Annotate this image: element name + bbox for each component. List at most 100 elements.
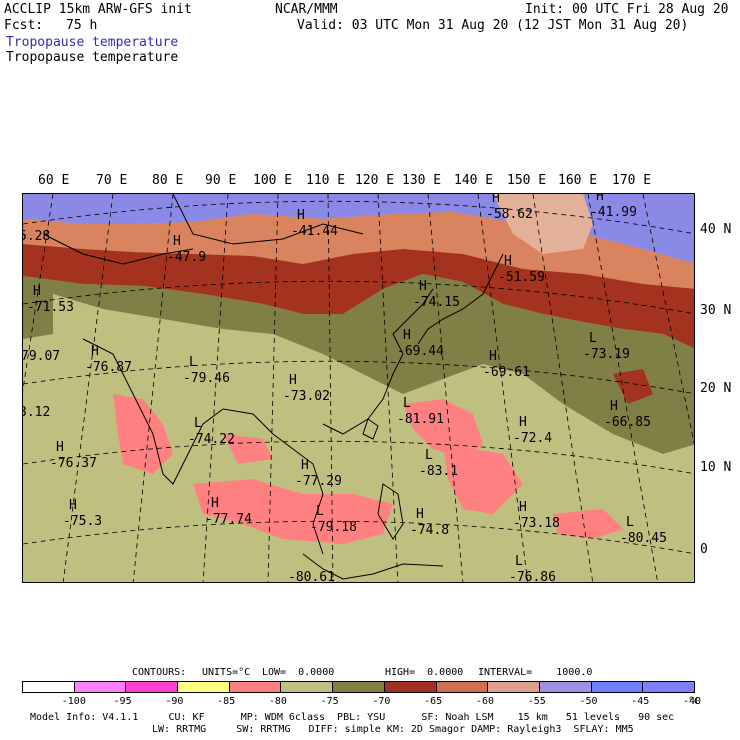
low-marker: L [194,416,202,431]
colorbar-unit: °C [688,696,701,707]
pressure-value: -80.61 [288,570,335,583]
pink-patch-pacific [553,509,623,539]
colorbar-swatch [178,682,230,692]
pressure-value: -75.3 [63,514,103,529]
pressure-value: -74.15 [413,295,460,310]
colorbar-tick: -60 [475,696,494,707]
pressure-value: -41.44 [291,224,338,239]
pressure-value: -73.19 [583,347,630,362]
colorbar-tick: -75 [320,696,339,707]
lat-label: 20 N [700,381,732,396]
org-label: NCAR/MMM [275,2,338,17]
high-marker: H [91,344,99,359]
high-marker: H [504,254,512,269]
colorbar-swatch [436,682,489,692]
lon-label: 150 E [507,173,547,188]
map-field-svg [23,194,694,582]
pressure-value: -74.22 [188,432,235,447]
high-marker: H [403,328,411,343]
pink-patch-east [443,444,523,514]
olive-band [23,274,694,454]
colorbar-swatch [229,682,282,692]
high-marker: H [211,496,219,511]
high-marker: H [33,284,41,299]
high-marker: H [301,458,309,473]
pink-patch-typhoon [403,399,483,459]
lon-label: 90 E [205,173,237,188]
lon-label: 170 E [612,173,652,188]
high-marker: H [297,208,305,223]
colorbar-tick: -55 [527,696,546,707]
contours-high: HIGH= 0.0000 [385,667,464,678]
lat-label: 10 N [700,460,732,475]
contours-label: CONTOURS: [132,667,187,678]
contours-units: UNITS=°C [202,667,251,678]
colorbar-swatch [333,682,385,692]
pressure-value: 3.12 [22,405,51,420]
colorbar-swatch [74,682,127,692]
field-title-1: Tropopause temperature [6,35,179,50]
coastlines [42,194,504,580]
pressure-value: -79.18 [310,520,357,535]
contours-interval: INTERVAL= 1000.0 [478,667,593,678]
high-marker: H [289,373,297,388]
footer-line-2: LW: RRTMG SW: RRTMG DIFF: simple KM: 2D … [152,724,634,735]
pink-patch-south [193,479,393,544]
colorbar-swatch [126,682,179,692]
low-marker: L [189,355,197,370]
high-marker: H [416,507,424,522]
pressure-value: -51.59 [498,270,545,285]
low-marker: L [403,396,411,411]
colorbar-swatch [539,682,592,692]
olive-west [23,292,53,339]
pressure-value: -76.37 [50,456,97,471]
high-marker: H [492,193,500,206]
pressure-value: -77.29 [295,474,342,489]
field-title-2: Tropopause temperature [6,50,179,65]
low-marker: L [316,504,324,519]
lat-label: 0 [700,542,708,557]
pressure-value: -69.61 [483,365,530,380]
lon-label: 100 E [253,173,293,188]
light-salmon-patch [493,194,593,254]
high-marker: H [610,399,618,414]
pressure-value: -71.53 [27,300,74,315]
init-time: Init: 00 UTC Fri 28 Aug 20 [525,2,729,17]
pressure-value: -73.18 [513,516,560,531]
low-marker: L [425,448,433,463]
colorbar-swatch [643,682,694,692]
pressure-value: -80.45 [620,531,667,546]
colorbar-tick: -40 [683,696,702,707]
valid-time: Valid: 03 UTC Mon 31 Aug 20 (12 JST Mon … [297,18,689,33]
colorbar [22,681,695,693]
lon-label: 70 E [96,173,128,188]
pink-patch-indochina [223,434,273,464]
colorbar-tick: -95 [113,696,132,707]
colorbar-swatch [23,682,75,692]
model-title: ACCLIP 15km ARW-GFS init [4,2,192,17]
colorbar-tick: -65 [424,696,443,707]
colorbar-swatch [384,682,437,692]
pressure-value: -83.1 [419,464,459,479]
pressure-value: -79.46 [183,371,230,386]
low-marker: L [515,554,523,569]
lon-label: 80 E [152,173,184,188]
pressure-value: 79.07 [22,349,61,364]
high-marker: H [69,498,77,513]
lon-label: 160 E [558,173,598,188]
colorbar-tick: -80 [268,696,287,707]
colorbar-tick: -70 [372,696,391,707]
pressure-value: -69.44 [397,344,444,359]
fcst-label: Fcst: [4,18,44,33]
pressure-value: -73.02 [283,389,330,404]
pressure-value: -74.8 [410,523,450,538]
pressure-value: -58.62 [486,207,533,222]
pressure-value: -77.74 [205,512,252,527]
lon-label: 60 E [38,173,70,188]
darkred-band [23,244,694,349]
pressure-value: -66.85 [604,415,651,430]
pressure-value: 5.28 [22,229,51,244]
footer-line-1: Model Info: V4.1.1 CU: KF MP: WDM 6class… [30,712,675,723]
lat-label: 40 N [700,222,732,237]
pressure-value: -47.9 [167,250,207,265]
